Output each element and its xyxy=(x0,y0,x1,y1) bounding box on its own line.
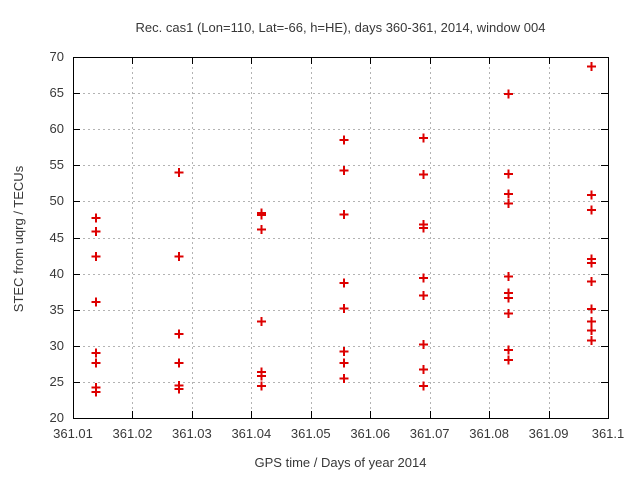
x-tick-label: 361.02 xyxy=(112,426,153,441)
x-tick-label: 361.09 xyxy=(528,426,569,441)
y-tick-label: 70 xyxy=(49,49,64,64)
x-tick-label: 361.03 xyxy=(171,426,212,441)
x-tick-label: 361.1 xyxy=(591,426,625,441)
y-tick-label: 20 xyxy=(49,410,64,425)
y-tick-label: 60 xyxy=(49,121,64,137)
plot-title: Rec. cas1 (Lon=110, Lat=-66, h=HE), days… xyxy=(135,20,546,35)
y-tick-label: 50 xyxy=(49,193,64,209)
plot-border xyxy=(73,57,609,419)
y-tick-label: 30 xyxy=(49,337,64,353)
x-tick-label: 361.07 xyxy=(409,426,450,441)
y-tick-label: 65 xyxy=(49,85,64,101)
x-tick-label: 361.06 xyxy=(350,426,391,441)
y-tick-label: 35 xyxy=(49,301,64,317)
x-tick-label: 361.08 xyxy=(469,426,509,441)
x-axis-label: GPS time / Days of year 2014 xyxy=(254,455,427,470)
y-tick-label: 45 xyxy=(49,229,64,245)
y-tick-label: 40 xyxy=(49,265,64,281)
x-tick-label: 361.01 xyxy=(53,426,93,441)
x-tick-label: 361.05 xyxy=(290,426,331,441)
x-tick-label: 361.04 xyxy=(231,426,272,441)
y-tick-label: 25 xyxy=(49,373,64,389)
y-tick-label: 55 xyxy=(49,157,64,173)
